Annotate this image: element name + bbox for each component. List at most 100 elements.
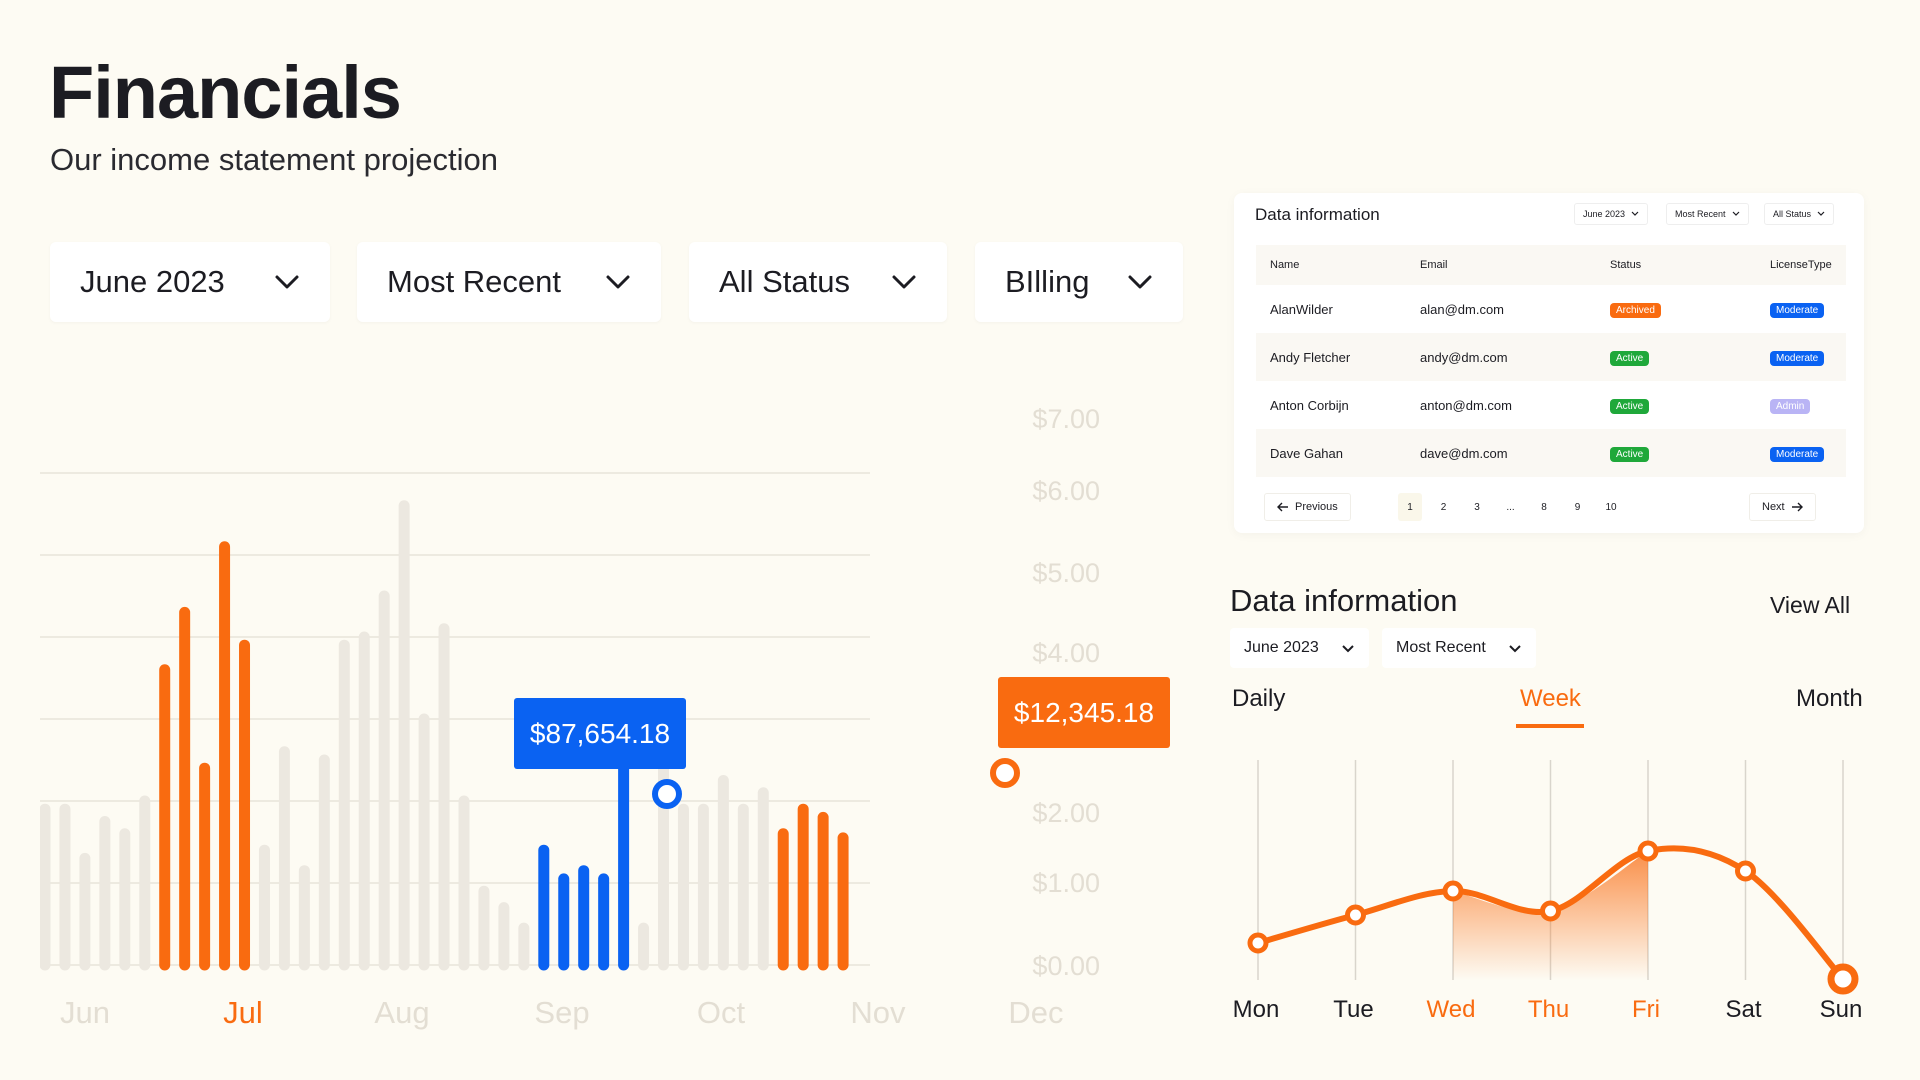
license-badge: Moderate <box>1770 302 1825 318</box>
data-point[interactable] <box>1735 860 1756 882</box>
status-badge-cell: Active <box>1596 333 1756 381</box>
billing-filter-dropdown[interactable]: BIlling <box>975 242 1183 322</box>
y-tick-label: $6.00 <box>1032 476 1100 506</box>
page-number[interactable]: 3 <box>1474 501 1480 513</box>
data-point[interactable] <box>1442 880 1464 902</box>
license-badge-cell: Moderate <box>1756 333 1846 381</box>
previous-page-label: Previous <box>1295 501 1338 513</box>
tab-month[interactable]: Month <box>1796 685 1863 712</box>
arrow-right-icon <box>1791 502 1803 512</box>
pagination-ellipsis: ... <box>1506 501 1515 513</box>
day-label-fri: Fri <box>1632 996 1660 1023</box>
x-tick-label-dec[interactable]: Dec <box>1008 995 1063 1030</box>
table-row[interactable]: Dave Gahan dave@dm.com Active Moderate <box>1256 429 1846 477</box>
page-number[interactable]: 8 <box>1541 501 1547 513</box>
line-sort-select[interactable]: Most Recent <box>1382 628 1536 668</box>
status-filter-dropdown[interactable]: All Status <box>689 242 947 322</box>
y-tick-label: $5.00 <box>1032 558 1100 588</box>
arrow-left-icon <box>1277 502 1288 512</box>
page-subtitle: Our income statement projection <box>50 142 498 177</box>
data-point[interactable] <box>1637 840 1659 862</box>
chevron-down-icon <box>1817 211 1825 216</box>
blue-marker-dot[interactable] <box>652 779 682 809</box>
status-badge: Active <box>1610 446 1650 462</box>
cell-email: anton@dm.com <box>1420 397 1512 413</box>
tab-daily[interactable]: Daily <box>1232 685 1286 712</box>
column-header-name: Name <box>1256 245 1406 285</box>
page-title: Financials <box>49 51 402 134</box>
data-table-card: Data information June 2023 Most Recent A… <box>1234 193 1864 533</box>
x-tick-label-jun[interactable]: Jun <box>60 995 110 1030</box>
x-tick-label-sep[interactable]: Sep <box>534 995 589 1030</box>
chevron-down-icon <box>892 275 916 289</box>
line-date-select[interactable]: June 2023 <box>1230 628 1369 668</box>
chevron-down-icon <box>275 275 299 289</box>
date-filter-dropdown[interactable]: June 2023 <box>50 242 330 322</box>
page-number[interactable]: 10 <box>1605 501 1617 513</box>
x-tick-label-oct[interactable]: Oct <box>697 995 746 1030</box>
y-tick-label: $4.00 <box>1032 638 1100 668</box>
table-row[interactable]: Andy Fletcher andy@dm.com Active Moderate <box>1256 333 1846 381</box>
column-header-status: Status <box>1596 245 1756 285</box>
pagination: Previous 1 2 3... 8 9 10 Next <box>1234 493 1864 523</box>
chevron-down-icon <box>1732 211 1739 216</box>
license-badge: Moderate <box>1770 446 1825 462</box>
x-tick-label-aug[interactable]: Aug <box>374 995 429 1030</box>
day-label-sat: Sat <box>1725 996 1761 1023</box>
y-tick-label: $7.00 <box>1032 404 1100 434</box>
card-title: Data information <box>1255 205 1380 224</box>
blue-tooltip: $87,654.18 <box>514 698 686 769</box>
y-tick-label: $0.00 <box>1032 951 1100 981</box>
x-tick-label-nov[interactable]: Nov <box>850 995 906 1030</box>
cell-name: Andy Fletcher <box>1256 333 1406 381</box>
table-row[interactable]: AlanWilder alan@dm.com Archived Moderate <box>1256 285 1846 333</box>
license-badge-cell: Moderate <box>1756 429 1846 477</box>
page-number[interactable]: 2 <box>1440 501 1447 513</box>
status-badge: Active <box>1610 398 1650 414</box>
view-all-link[interactable]: View All <box>1770 592 1851 618</box>
data-point[interactable] <box>1540 900 1561 922</box>
orange-marker-dot[interactable] <box>990 758 1020 788</box>
chevron-down-icon <box>1631 211 1639 216</box>
next-page-button[interactable]: Next <box>1749 493 1816 521</box>
previous-page-button[interactable]: Previous <box>1264 493 1351 521</box>
weekly-line-chart: Mon Tue Wed Thu Fri Sat Sun <box>1233 760 1863 1023</box>
x-tick-label-jul[interactable]: Jul <box>223 995 263 1030</box>
chevron-down-icon <box>1342 644 1354 652</box>
line-sort-select-label: Most Recent <box>1396 639 1486 656</box>
cell-name: AlanWilder <box>1270 301 1333 317</box>
status-badge: Archived <box>1610 302 1661 318</box>
license-badge: Moderate <box>1770 350 1825 366</box>
line-section-title: Data information <box>1230 583 1458 618</box>
page-number[interactable]: 1 <box>1398 493 1422 521</box>
card-date-select[interactable]: June 2023 <box>1574 203 1649 225</box>
chevron-down-icon <box>1509 644 1521 652</box>
day-label-sun: Sun <box>1820 996 1863 1023</box>
chevron-down-icon <box>1128 275 1152 289</box>
page-number[interactable]: 9 <box>1574 501 1581 513</box>
license-badge: Admin <box>1770 398 1811 414</box>
status-badge-cell: Active <box>1596 381 1756 429</box>
day-label-tue: Tue <box>1333 996 1373 1023</box>
data-point[interactable] <box>1247 932 1269 954</box>
card-status-select[interactable]: All Status <box>1764 203 1835 225</box>
table-row[interactable]: Anton Corbijn anton@dm.com Active Admin <box>1256 381 1846 429</box>
status-filter-label: All Status <box>719 264 850 299</box>
orange-tooltip: $12,345.18 <box>998 677 1170 748</box>
cell-name: Dave Gahan <box>1256 429 1406 477</box>
cell-email: alan@dm.com <box>1420 301 1505 317</box>
tab-week[interactable]: Week <box>1520 685 1581 712</box>
y-tick-label: $1.00 <box>1032 868 1100 898</box>
status-badge-cell: Archived <box>1596 285 1756 333</box>
cell-name: Anton Corbijn <box>1270 397 1349 413</box>
day-label-wed: Wed <box>1427 996 1476 1023</box>
data-point[interactable] <box>1827 963 1859 995</box>
data-point[interactable] <box>1345 904 1366 926</box>
date-filter-label: June 2023 <box>80 264 225 299</box>
sort-filter-dropdown[interactable]: Most Recent <box>357 242 661 322</box>
day-label-mon: Mon <box>1233 996 1280 1023</box>
y-tick-label: $2.00 <box>1032 798 1100 828</box>
card-sort-select-label: Most Recent <box>1675 209 1726 219</box>
card-sort-select[interactable]: Most Recent <box>1666 203 1749 225</box>
sort-filter-label: Most Recent <box>387 264 562 299</box>
